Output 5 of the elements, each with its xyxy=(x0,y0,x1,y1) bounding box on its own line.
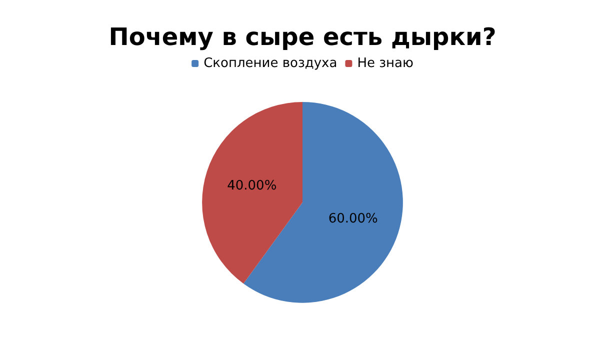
legend-label: Не знаю xyxy=(357,56,414,71)
data-label: 40.00% xyxy=(227,178,277,194)
legend-label: Скопление воздуха xyxy=(204,56,338,71)
chart-title: Почему в сыре есть дырки? xyxy=(108,23,496,51)
data-label: 60.00% xyxy=(328,211,378,226)
